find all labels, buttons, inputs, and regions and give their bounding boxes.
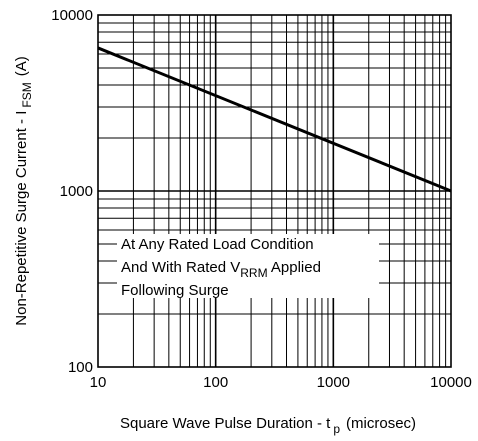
- y-axis-label: Non-Repetitive Surge Current - I FSM (A): [13, 56, 34, 325]
- annotation-line-3: Following Surge: [121, 282, 229, 299]
- x-axis-label-sub: p: [333, 422, 340, 436]
- x-tick-labels: 10 100 1000 10000: [90, 374, 472, 391]
- annotation-box: At Any Rated Load Condition And With Rat…: [117, 234, 379, 299]
- annotation-line-2-pre: And With Rated V: [121, 259, 240, 276]
- x-tick-label: 10: [90, 374, 107, 391]
- x-axis-label: Square Wave Pulse Duration - t p (microsec…: [120, 415, 416, 436]
- x-axis-label-unit: (microsec): [346, 415, 416, 432]
- series: [97, 46, 452, 193]
- y-tick-label: 1000: [60, 183, 93, 200]
- annotation-background: [117, 234, 379, 298]
- annotation-line-2: And With Rated VRRM Applied: [121, 259, 321, 280]
- x-tick-label: 100: [203, 374, 228, 391]
- x-tick-label: 10000: [430, 374, 472, 391]
- annotation-line-2-post: Applied: [268, 259, 321, 276]
- y-tick-label: 100: [68, 359, 93, 376]
- x-tick-label: 1000: [317, 374, 350, 391]
- series-line: [97, 46, 452, 193]
- y-tick-labels: 100 1000 10000: [51, 7, 93, 376]
- x-axis-label-main: Square Wave Pulse Duration - t: [120, 415, 331, 432]
- y-tick-label: 10000: [51, 7, 93, 24]
- annotation-line-2-sub: RRM: [240, 266, 267, 280]
- grid: [98, 15, 451, 367]
- y-axis-label-sub: FSM: [20, 82, 34, 107]
- y-axis-label-main: Non-Repetitive Surge Current - I: [13, 111, 30, 326]
- annotation-line-1: At Any Rated Load Condition: [121, 236, 314, 253]
- y-axis-label-unit: (A): [13, 56, 30, 76]
